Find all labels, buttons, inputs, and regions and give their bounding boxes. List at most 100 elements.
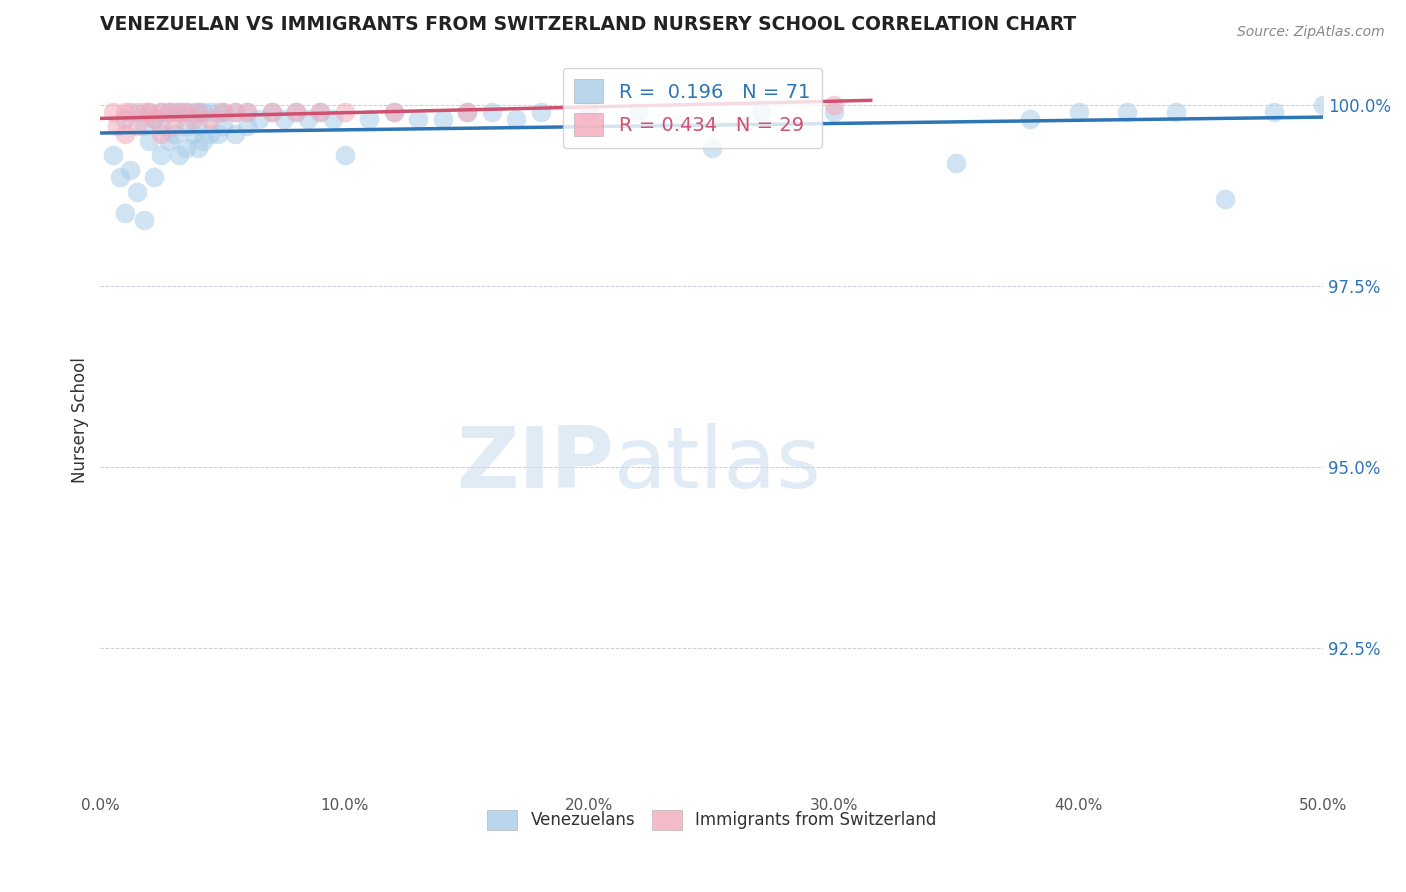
Point	[333, 104, 356, 119]
Point	[125, 120, 148, 134]
Point	[150, 104, 173, 119]
Point	[191, 104, 214, 119]
Point	[1067, 104, 1090, 119]
Point	[211, 104, 233, 119]
Point	[200, 104, 222, 119]
Point	[260, 104, 283, 119]
Point	[134, 120, 156, 134]
Point	[247, 112, 270, 127]
Point	[382, 104, 405, 119]
Point	[114, 112, 136, 127]
Point	[1018, 112, 1040, 127]
Point	[322, 112, 344, 127]
Point	[187, 104, 209, 119]
Text: Source: ZipAtlas.com: Source: ZipAtlas.com	[1237, 25, 1385, 39]
Point	[114, 104, 136, 119]
Point	[157, 134, 180, 148]
Point	[1213, 192, 1236, 206]
Point	[134, 104, 156, 119]
Point	[333, 148, 356, 162]
Point	[163, 104, 186, 119]
Point	[1166, 104, 1188, 119]
Point	[181, 104, 204, 119]
Point	[578, 104, 600, 119]
Point	[108, 169, 131, 184]
Point	[174, 104, 197, 119]
Point	[157, 104, 180, 119]
Point	[143, 112, 166, 127]
Point	[163, 120, 186, 134]
Point	[200, 112, 222, 127]
Point	[174, 120, 197, 134]
Point	[138, 134, 160, 148]
Point	[101, 148, 124, 162]
Point	[224, 104, 246, 119]
Point	[167, 104, 190, 119]
Point	[181, 127, 204, 141]
Point	[181, 112, 204, 127]
Point	[273, 112, 295, 127]
Point	[114, 206, 136, 220]
Point	[260, 104, 283, 119]
Point	[456, 104, 478, 119]
Point	[101, 104, 124, 119]
Point	[163, 127, 186, 141]
Point	[432, 112, 454, 127]
Point	[143, 169, 166, 184]
Point	[150, 120, 173, 134]
Point	[138, 104, 160, 119]
Point	[150, 148, 173, 162]
Point	[297, 112, 319, 127]
Point	[174, 141, 197, 155]
Point	[456, 104, 478, 119]
Point	[945, 155, 967, 169]
Point	[309, 104, 332, 119]
Point	[150, 104, 173, 119]
Point	[157, 104, 180, 119]
Point	[236, 104, 259, 119]
Text: ZIP: ZIP	[456, 423, 614, 506]
Point	[174, 104, 197, 119]
Point	[406, 112, 429, 127]
Point	[211, 104, 233, 119]
Point	[578, 97, 600, 112]
Point	[138, 104, 160, 119]
Point	[749, 104, 772, 119]
Legend: Venezuelans, Immigrants from Switzerland: Venezuelans, Immigrants from Switzerland	[481, 803, 943, 837]
Point	[211, 120, 233, 134]
Point	[285, 104, 308, 119]
Point	[627, 104, 650, 119]
Point	[1116, 104, 1139, 119]
Text: VENEZUELAN VS IMMIGRANTS FROM SWITZERLAND NURSERY SCHOOL CORRELATION CHART: VENEZUELAN VS IMMIGRANTS FROM SWITZERLAN…	[100, 15, 1077, 34]
Point	[167, 104, 190, 119]
Point	[125, 185, 148, 199]
Text: atlas: atlas	[614, 423, 823, 506]
Point	[382, 104, 405, 119]
Point	[125, 104, 148, 119]
Point	[107, 120, 129, 134]
Point	[359, 112, 381, 127]
Point	[118, 162, 141, 177]
Point	[207, 127, 229, 141]
Point	[187, 120, 209, 134]
Point	[224, 104, 246, 119]
Point	[224, 127, 246, 141]
Point	[191, 134, 214, 148]
Point	[187, 104, 209, 119]
Point	[823, 97, 845, 112]
Point	[187, 141, 209, 155]
Point	[1312, 97, 1334, 112]
Point	[150, 127, 173, 141]
Point	[114, 127, 136, 141]
Point	[118, 104, 141, 119]
Point	[143, 112, 166, 127]
Point	[207, 104, 229, 119]
Point	[134, 213, 156, 227]
Point	[529, 104, 551, 119]
Point	[700, 141, 723, 155]
Point	[236, 104, 259, 119]
Point	[481, 104, 503, 119]
Point	[236, 120, 259, 134]
Point	[823, 104, 845, 119]
Point	[167, 148, 190, 162]
